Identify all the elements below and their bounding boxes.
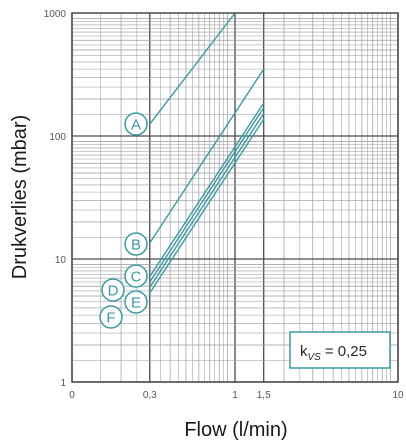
series-line-e xyxy=(149,113,265,288)
callout-label: B xyxy=(131,237,141,254)
callout-circle xyxy=(101,278,125,302)
callout-circle xyxy=(124,112,148,136)
kvs-box xyxy=(289,331,391,369)
kvs-prefix: k xyxy=(300,343,308,360)
kvs-subscript: VS xyxy=(308,352,322,363)
plot-frame xyxy=(71,12,399,383)
y-tick-label: 100 xyxy=(49,132,66,143)
x-tick-label: 1,5 xyxy=(257,390,271,401)
kvs-value: = 0,25 xyxy=(325,343,367,360)
series-line-c xyxy=(149,102,265,277)
callout-d: D xyxy=(101,278,125,302)
callout-f: F xyxy=(99,305,123,329)
callout-circle xyxy=(124,232,148,256)
x-tick-label: 0,3 xyxy=(143,390,157,401)
y-tick-label: 10 xyxy=(55,255,67,266)
y-tick-label: 1000 xyxy=(44,9,67,20)
callout-label: F xyxy=(106,310,115,327)
callout-a: A xyxy=(124,112,148,136)
series-lines xyxy=(149,12,265,294)
kvs-annotation: kVS = 0,25 xyxy=(289,331,391,369)
x-axis-title: Flow (l/min) xyxy=(184,419,287,441)
callout-circle xyxy=(99,305,123,329)
y-tick-label: 1 xyxy=(60,378,66,389)
series-line-a xyxy=(149,12,236,125)
series-line-b xyxy=(149,68,265,244)
callout-b: B xyxy=(124,232,148,256)
x-tick-label: 10 xyxy=(392,390,404,401)
tick-labels: 0 0,3 1 1,5 10 1 10 100 1000 xyxy=(44,9,404,401)
series-line-f xyxy=(149,118,265,294)
plot-border xyxy=(71,12,399,383)
callout-label: D xyxy=(108,283,119,300)
callout-circle xyxy=(124,290,148,314)
callout-label: C xyxy=(131,269,142,286)
grid xyxy=(71,13,399,383)
callout-label: A xyxy=(131,117,141,134)
x-tick-label: 1 xyxy=(232,390,238,401)
x-tick-label: 0 xyxy=(69,390,75,401)
callout-label: E xyxy=(131,295,141,312)
callout-circle xyxy=(124,264,148,288)
callout-c: C xyxy=(124,264,148,288)
y-axis-title: Drukverlies (mbar) xyxy=(9,115,31,279)
kvs-label: kVS = 0,25 xyxy=(300,343,367,363)
callout-e: E xyxy=(124,290,148,314)
series-line-d xyxy=(149,107,265,283)
